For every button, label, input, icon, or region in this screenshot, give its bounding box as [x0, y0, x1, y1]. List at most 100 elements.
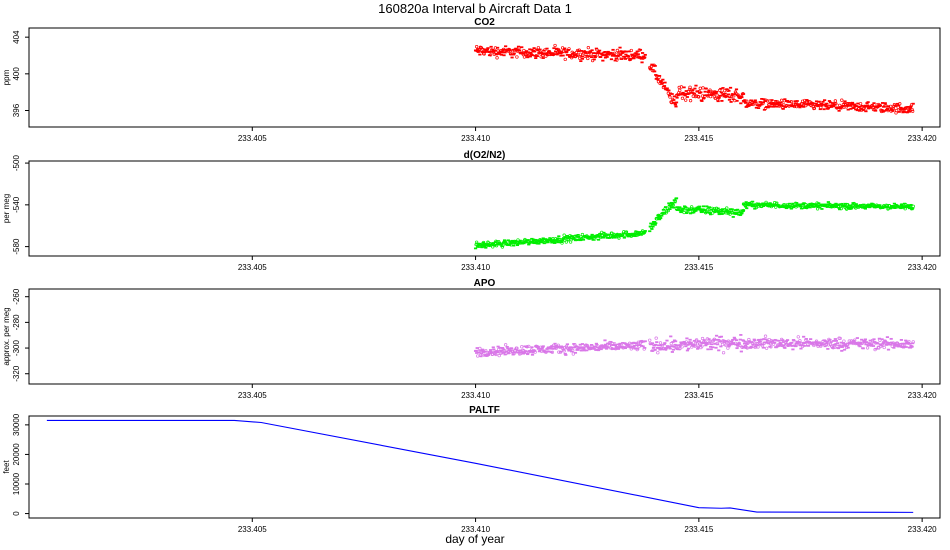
data-point	[817, 100, 821, 103]
data-point	[533, 350, 537, 354]
data-point	[833, 338, 837, 340]
data-point	[546, 241, 550, 244]
data-point	[812, 205, 816, 208]
data-point	[508, 349, 512, 352]
data-point	[840, 349, 844, 352]
data-point	[545, 239, 549, 242]
data-point	[805, 99, 810, 102]
data-point	[847, 102, 851, 104]
x-tick-label: 233.410	[461, 134, 490, 143]
data-point	[654, 343, 658, 346]
data-point	[629, 57, 633, 60]
data-point	[615, 48, 619, 53]
data-point	[663, 342, 667, 344]
data-point	[685, 96, 689, 98]
data-point	[882, 110, 886, 112]
data-point	[741, 208, 746, 213]
data-point	[509, 347, 514, 350]
data-point	[555, 53, 559, 56]
data-point	[498, 51, 502, 54]
data-point	[638, 48, 643, 51]
data-point	[491, 48, 495, 51]
data-point	[711, 93, 715, 96]
data-point	[814, 102, 818, 105]
data-point	[476, 48, 480, 50]
data-point	[618, 46, 622, 49]
data-point	[903, 342, 907, 345]
data-point	[767, 205, 771, 208]
x-tick-label: 233.420	[908, 391, 937, 400]
data-point	[680, 345, 684, 349]
data-point	[541, 237, 545, 240]
data-point	[576, 234, 580, 236]
data-point	[523, 51, 528, 54]
data-point	[840, 98, 844, 102]
data-point	[734, 339, 739, 342]
panel-title: PALTF	[469, 405, 500, 416]
data-point	[738, 97, 742, 100]
data-point	[853, 103, 857, 106]
data-point	[523, 345, 527, 348]
data-point	[664, 347, 669, 349]
data-point	[813, 104, 818, 107]
data-point	[908, 106, 913, 109]
data-point	[547, 350, 551, 353]
data-point	[476, 354, 480, 358]
data-point	[796, 103, 800, 106]
data-point	[862, 106, 866, 108]
data-point	[836, 347, 841, 350]
data-point	[711, 211, 715, 215]
data-point	[676, 94, 680, 97]
data-point	[580, 343, 585, 345]
data-point	[624, 53, 628, 56]
data-point	[543, 48, 547, 52]
data-point	[894, 108, 899, 113]
data-point	[885, 203, 890, 208]
data-point	[682, 86, 686, 89]
data-point	[756, 107, 761, 109]
data-point	[586, 345, 590, 348]
data-point	[832, 105, 836, 108]
data-point	[758, 101, 762, 103]
data-point	[754, 101, 758, 104]
data-point	[655, 216, 659, 219]
data-point	[749, 99, 754, 102]
data-point	[626, 235, 630, 238]
data-point	[850, 103, 854, 106]
data-point	[720, 208, 725, 211]
data-point	[530, 240, 535, 243]
data-point	[649, 68, 653, 70]
data-point	[690, 208, 694, 211]
data-point	[478, 53, 482, 56]
data-point	[537, 242, 541, 245]
data-point	[711, 346, 715, 349]
data-point	[632, 57, 636, 60]
data-point	[737, 342, 741, 345]
data-point	[547, 50, 551, 52]
data-point	[514, 47, 518, 50]
data-point	[673, 102, 677, 105]
data-point	[893, 105, 898, 107]
data-point	[559, 350, 563, 353]
data-point	[726, 339, 731, 343]
data-point	[585, 349, 589, 352]
data-point	[730, 208, 734, 211]
data-point	[848, 341, 852, 344]
data-point	[656, 344, 660, 347]
data-point	[802, 202, 806, 205]
data-point	[737, 95, 741, 98]
data-point	[610, 54, 615, 57]
data-point	[530, 237, 534, 240]
data-point	[500, 245, 505, 249]
data-point	[565, 235, 569, 237]
data-point	[870, 343, 874, 346]
data-point	[842, 105, 846, 109]
data-point	[814, 339, 819, 343]
data-point	[485, 50, 489, 52]
data-point	[848, 204, 852, 207]
data-point	[739, 95, 743, 98]
data-point	[788, 202, 792, 205]
data-point	[860, 338, 864, 341]
data-point	[597, 235, 601, 238]
data-point	[759, 340, 763, 344]
